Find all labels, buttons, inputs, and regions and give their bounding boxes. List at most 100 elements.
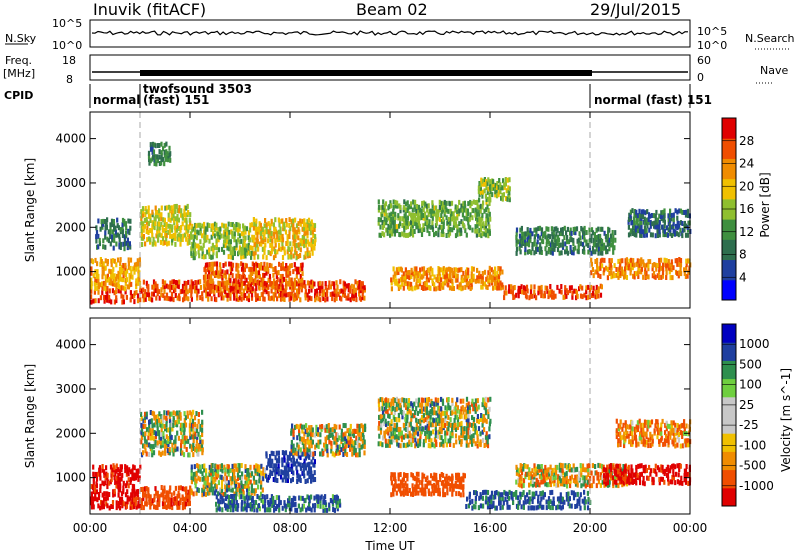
power-cell	[153, 225, 156, 231]
velocity-cell	[299, 465, 303, 471]
power-cell	[228, 229, 231, 235]
power-cell	[323, 289, 326, 295]
velocity-cell	[144, 423, 147, 429]
power-cell	[92, 298, 95, 304]
power-cell	[103, 265, 106, 271]
velocity-cell	[356, 452, 359, 458]
power-cell	[538, 249, 541, 255]
velocity-cell	[424, 397, 427, 403]
power-cell	[192, 226, 195, 232]
power-cell	[195, 280, 198, 286]
power-cell	[597, 242, 600, 248]
velocity-cell	[393, 472, 396, 478]
power-cell	[597, 266, 600, 272]
velocity-cell	[422, 439, 426, 445]
power-cell	[663, 223, 666, 229]
power-cell	[261, 279, 264, 285]
power-cell	[585, 289, 588, 295]
power-cell	[563, 294, 566, 300]
power-cell	[240, 278, 243, 284]
power-cell	[121, 269, 124, 275]
power-cell	[239, 289, 242, 295]
power-cell	[361, 281, 364, 287]
power-cell	[102, 280, 105, 286]
freq-left-tick-top: 18	[62, 54, 76, 67]
power-cell	[630, 262, 633, 268]
velocity-cell	[483, 414, 486, 420]
power-cell	[500, 185, 503, 191]
power-cell	[601, 226, 604, 232]
velocity-cell	[447, 397, 450, 402]
power-cell	[455, 273, 458, 279]
velocity-cell	[425, 410, 428, 416]
power-cell	[299, 277, 303, 283]
velocity-cell	[235, 466, 238, 472]
velocity-cell	[174, 500, 177, 506]
velocity-cell	[250, 506, 253, 512]
velocity-cell	[416, 431, 419, 437]
power-cell	[99, 261, 102, 267]
velocity-cell	[476, 398, 479, 404]
power-cell	[187, 227, 190, 233]
power-cell	[685, 265, 688, 271]
velocity-cell	[338, 498, 341, 504]
power-cell	[97, 233, 100, 239]
velocity-cell	[285, 462, 288, 468]
power-cell	[270, 249, 273, 255]
power-cell	[529, 289, 533, 295]
velocity-cell	[186, 493, 190, 499]
velocity-cell	[167, 490, 170, 496]
power-cell	[686, 232, 689, 238]
power-cell	[265, 282, 268, 288]
power-cell	[433, 205, 436, 211]
power-cell	[679, 227, 682, 233]
power-cell	[154, 213, 157, 219]
power-cell	[113, 281, 116, 287]
power-cell	[192, 243, 195, 249]
power-cell	[286, 238, 289, 244]
power-cell	[278, 246, 281, 252]
velocity-cell	[106, 472, 109, 478]
velocity-cell	[418, 441, 422, 447]
velocity-cell	[338, 444, 341, 450]
power-cell	[265, 222, 268, 228]
power-cell	[487, 221, 490, 227]
power-cell	[110, 269, 113, 275]
velocity-cell	[292, 447, 295, 453]
power-cell	[672, 212, 675, 218]
power-cell	[185, 281, 188, 286]
power-cell	[608, 271, 611, 276]
power-cell	[270, 245, 274, 251]
power-cell	[210, 296, 213, 302]
power-cell	[564, 249, 567, 255]
power-cell	[411, 223, 414, 229]
power-cell	[102, 238, 105, 244]
power-cell	[667, 227, 670, 233]
velocity-cell	[429, 443, 432, 449]
power-cell	[433, 282, 436, 288]
power-cell	[287, 246, 290, 252]
power-cell	[469, 225, 472, 231]
power-cell	[413, 229, 416, 234]
power-cell	[122, 285, 125, 291]
velocity-cell	[434, 425, 437, 431]
power-cell	[210, 274, 213, 280]
velocity-cell	[112, 489, 115, 495]
power-cell	[474, 228, 477, 234]
power-cell	[95, 230, 99, 235]
power-cell	[596, 265, 599, 271]
power-cell	[642, 209, 645, 215]
noise-left-tick-bottom: 10^0	[52, 39, 82, 52]
power-cell	[354, 292, 357, 298]
velocity-cell	[399, 427, 402, 432]
power-cell	[453, 267, 456, 273]
velocity-cell	[264, 498, 267, 504]
power-cell	[229, 291, 232, 297]
power-cell	[238, 239, 241, 245]
velocity-cell	[299, 495, 302, 501]
velocity-cell	[215, 494, 218, 500]
power-cell	[627, 232, 631, 238]
power-cell	[644, 229, 647, 234]
power-cell	[90, 266, 93, 272]
power-cell	[306, 251, 309, 257]
